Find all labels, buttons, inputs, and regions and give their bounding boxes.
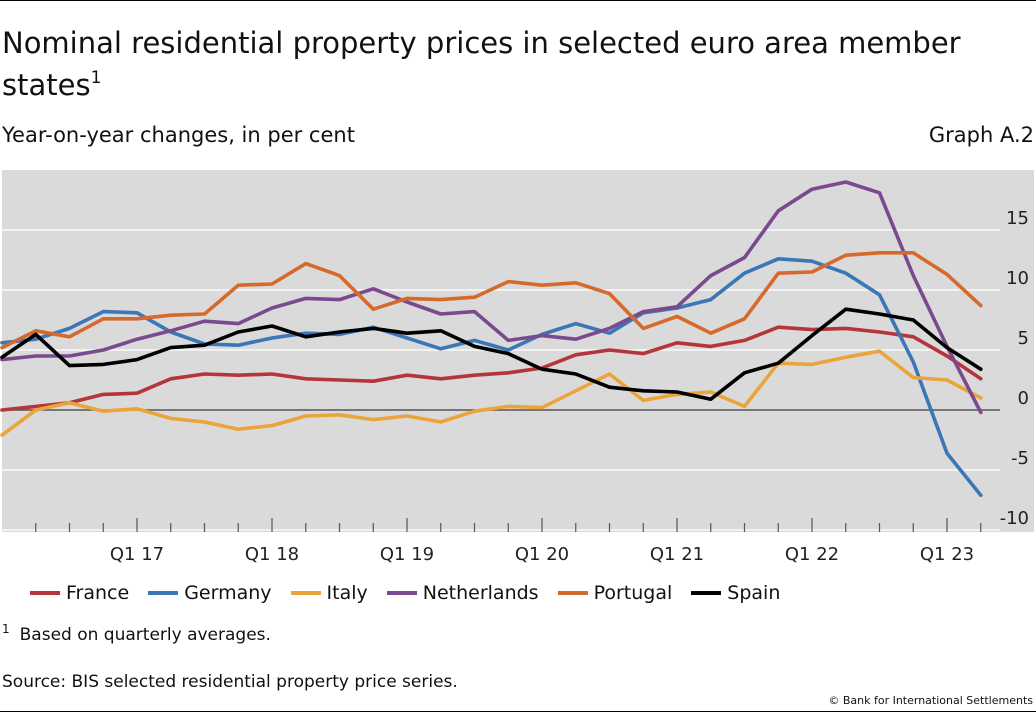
legend-label: Germany [184,582,272,604]
y-tick-label: 0 [1018,388,1029,409]
x-tick-label: Q1 21 [650,544,704,565]
legend-label: Spain [727,582,781,604]
legend-swatch [691,591,722,595]
y-tick-label: -5 [1011,448,1029,469]
y-tick-label: 5 [1018,328,1029,349]
footnote-1: 1 Based on quarterly averages. [2,620,271,650]
legend-swatch [30,591,60,595]
y-tick-label: 10 [1006,268,1029,289]
series-line-italy [0,349,983,438]
chart-subtitle: Year-on-year changes, in per cent [2,123,355,147]
legend-item-france: France [30,578,129,608]
x-tick-label: Q1 22 [785,544,839,565]
bottom-rule [0,711,1036,712]
y-axis-labels: 15 10 5 0 -5 -10 [1000,208,1029,529]
legend-item-netherlands: Netherlands [386,578,539,608]
footnote-text: Based on quarterly averages. [19,625,271,645]
chart-legend: France Germany Italy Netherlands Portugal Spa… [30,578,799,608]
title-footnote-marker: 1 [90,68,102,88]
series-line-spain [0,307,983,401]
series-line-netherlands [0,180,983,415]
legend-swatch [557,591,588,595]
y-tick-label: -10 [1000,508,1029,529]
series-line-germany [0,257,983,498]
chart-title: Nominal residential property prices in s… [2,26,961,102]
source-note: Source: BIS selected residential propert… [2,672,458,692]
x-tick-label: Q1 17 [110,544,164,565]
legend-swatch [290,591,321,595]
copyright-note: © Bank for International Settlements [828,694,1033,707]
legend-item-italy: Italy [290,578,368,608]
line-chart: Q1 17 Q1 18 Q1 19 Q1 20 Q1 21 Q1 22 Q1 23 15 10… [0,170,1034,565]
legend-item-portugal: Portugal [557,578,673,608]
series-line-portugal [0,251,983,350]
legend-label: France [66,582,130,604]
x-tick-label: Q1 20 [515,544,569,565]
x-axis-labels: Q1 17 Q1 18 Q1 19 Q1 20 Q1 21 Q1 22 Q1 23 [110,544,974,565]
legend-item-spain: Spain [691,578,780,608]
legend-swatch [386,591,417,595]
x-tick-label: Q1 19 [380,544,434,565]
graph-id: Graph A.2 [928,123,1034,147]
top-rule [0,0,1036,1]
legend-label: Portugal [593,582,673,604]
footnote-marker: 1 [2,622,10,636]
legend-label: Italy [326,582,368,604]
x-tick-label: Q1 18 [245,544,299,565]
x-axis-ticks [35,518,982,532]
legend-item-germany: Germany [148,578,272,608]
legend-swatch [148,591,179,595]
y-tick-label: 15 [1006,208,1029,229]
legend-label: Netherlands [422,582,539,604]
series-lines [0,180,983,498]
x-tick-label: Q1 23 [920,544,974,565]
